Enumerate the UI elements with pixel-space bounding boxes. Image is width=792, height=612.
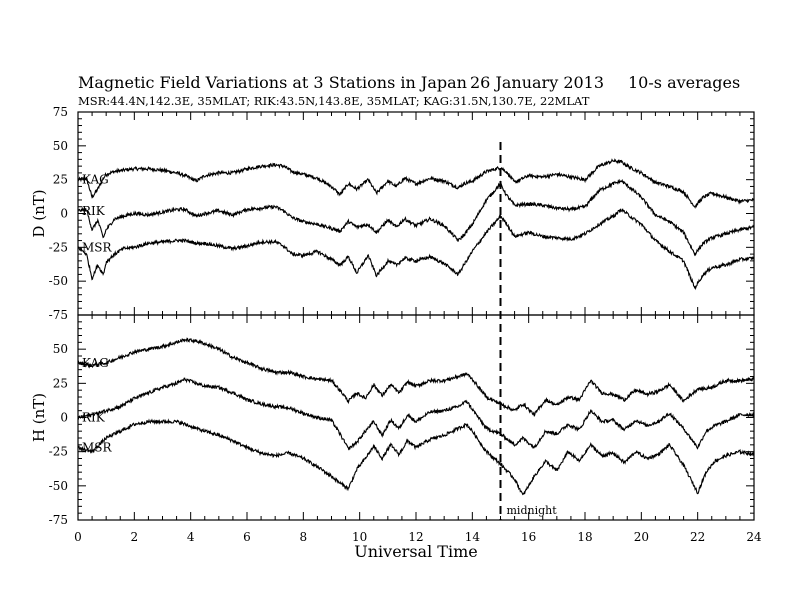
h-ytick-label: -75	[49, 513, 68, 527]
d-series-kag	[77, 158, 754, 209]
station-coordinates: MSR:44.4N,142.3E, 35MLAT; RIK:43.5N,143.…	[78, 94, 590, 108]
d-ytick-label: 0	[60, 207, 68, 221]
h-series-msr	[77, 418, 755, 496]
d-series-label-rik: RIK	[82, 204, 106, 218]
h-series-kag	[77, 337, 755, 417]
h-series-rik	[77, 377, 755, 451]
d-series-rik	[77, 178, 755, 257]
midnight-marker: midnight	[499, 142, 558, 520]
midnight-label: midnight	[507, 504, 558, 517]
xtick-label: 0	[74, 530, 82, 544]
d-ytick-label: 50	[53, 139, 68, 153]
h-ytick-label: 0	[60, 411, 68, 425]
d-ytick-label: 25	[53, 173, 68, 187]
d-panel-frame	[77, 111, 755, 316]
xtick-label: 16	[521, 530, 536, 544]
d-series-msr	[77, 208, 755, 291]
d-component-panel: -75 -50 -25 0 25 50 75 D (nT) KAG RIK MSR	[30, 105, 755, 322]
d-ytick-label: 75	[53, 105, 68, 119]
chart-title: Magnetic Field Variations at 3 Stations …	[78, 73, 467, 92]
xtick-label: 24	[746, 530, 762, 544]
h-series-label-rik: RIK	[82, 411, 106, 425]
xtick-label: 4	[187, 530, 195, 544]
xtick-label: 12	[408, 530, 423, 544]
xtick-label: 20	[634, 530, 649, 544]
h-component-panel: -75 -50 -25 0 25 50 H (nT) KAG RIK MSR	[30, 314, 755, 527]
d-ytick-label: -50	[49, 274, 68, 288]
xlabel: Universal Time	[354, 542, 477, 561]
xtick-label: 2	[131, 530, 139, 544]
xtick-label: 22	[690, 530, 705, 544]
d-ytick-label: -75	[49, 308, 68, 322]
chart-averaging: 10-s averages	[628, 73, 740, 92]
d-series-label-kag: KAG	[82, 173, 109, 187]
h-ytick-label: 25	[53, 376, 68, 390]
d-ylabel: D (nT)	[30, 189, 48, 237]
xtick-label: 18	[577, 530, 592, 544]
xtick-label: 14	[465, 530, 481, 544]
d-series-label-msr: MSR	[82, 240, 113, 254]
h-series-label-msr: MSR	[82, 441, 113, 455]
d-ytick-label: -25	[49, 240, 68, 254]
xtick-label: 6	[243, 530, 251, 544]
xtick-label: 8	[300, 530, 308, 544]
h-panel-frame	[77, 314, 755, 521]
h-ylabel: H (nT)	[30, 393, 48, 442]
h-ytick-label: -25	[49, 445, 68, 459]
h-series-label-kag: KAG	[82, 356, 109, 370]
xtick-label: 10	[352, 530, 367, 544]
chart-date: 26 January 2013	[470, 73, 604, 92]
h-ytick-label: 50	[53, 342, 68, 356]
h-ytick-label: -50	[49, 479, 68, 493]
